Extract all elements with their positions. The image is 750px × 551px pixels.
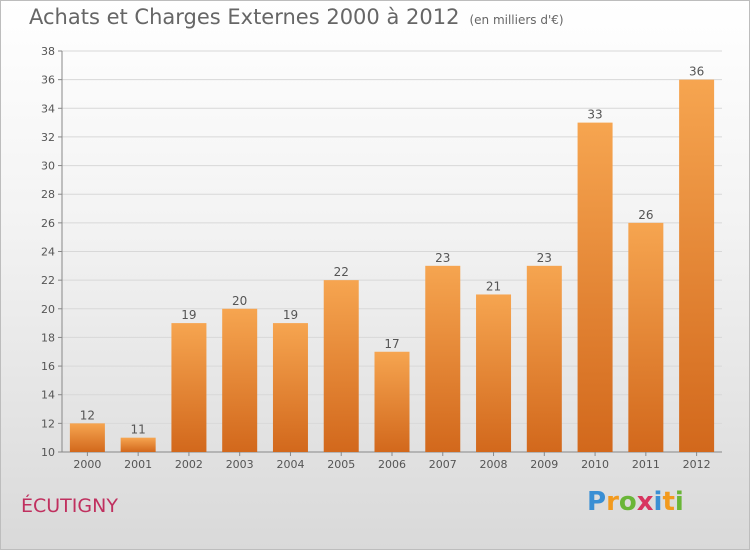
- title-subtitle: (en milliers d'€): [469, 13, 564, 27]
- bar-2009: [526, 265, 562, 452]
- bars: [69, 79, 715, 453]
- data-labels: 12 11 19 20 19 22 17 23 21 23 33 26 36: [80, 65, 705, 437]
- y-tick-label: 26: [41, 217, 55, 230]
- y-tick-label: 38: [41, 45, 55, 58]
- y-tick-label: 18: [41, 331, 55, 344]
- x-tick-label: 2003: [226, 458, 254, 471]
- data-label: 36: [689, 65, 704, 79]
- x-tick-label: 2008: [480, 458, 508, 471]
- y-tick-label: 36: [41, 74, 55, 87]
- data-label: 23: [435, 251, 450, 265]
- logo-letter: t: [662, 487, 675, 517]
- place-name: ÉCUTIGNY: [21, 495, 118, 517]
- data-label: 21: [486, 279, 501, 293]
- data-label: 26: [638, 208, 653, 222]
- data-label: 23: [537, 251, 552, 265]
- y-tick-label: 24: [41, 246, 55, 259]
- x-tick-label: 2005: [327, 458, 355, 471]
- x-tick-label: 2007: [429, 458, 457, 471]
- bar-2011: [628, 222, 664, 452]
- x-tick-label: 2012: [683, 458, 711, 471]
- bar-2006: [374, 351, 410, 452]
- data-label: 11: [131, 423, 146, 437]
- data-label: 33: [587, 108, 602, 122]
- logo-letter: P: [587, 487, 607, 517]
- y-tick-label: 10: [41, 446, 55, 459]
- y-tick-label: 34: [41, 102, 55, 115]
- bar-2003: [222, 308, 258, 452]
- logo-letter: r: [606, 487, 619, 517]
- y-tick-label: 30: [41, 160, 55, 173]
- proxiti-logo: Proxiti: [587, 487, 684, 517]
- x-tick-label: 2011: [632, 458, 660, 471]
- logo-letter: x: [636, 487, 654, 517]
- bar-2010: [577, 122, 613, 452]
- data-label: 12: [80, 408, 95, 422]
- bar-2004: [272, 323, 308, 452]
- y-tick-label: 20: [41, 303, 55, 316]
- bar-2005: [323, 280, 359, 452]
- y-tick-label: 12: [41, 417, 55, 430]
- title-main: Achats et Charges Externes 2000 à 2012: [29, 5, 460, 29]
- x-tick-label: 2001: [124, 458, 152, 471]
- x-tick-label: 2009: [530, 458, 558, 471]
- x-tick-label: 2006: [378, 458, 406, 471]
- bar-2008: [476, 294, 512, 452]
- logo-letter: i: [653, 487, 663, 517]
- bar-2007: [425, 265, 461, 452]
- logo-letter: i: [674, 487, 684, 517]
- data-label: 19: [181, 308, 196, 322]
- logo-letter: o: [618, 487, 637, 517]
- bar-2000: [69, 423, 105, 452]
- y-tick-label: 22: [41, 274, 55, 287]
- data-label: 17: [384, 337, 399, 351]
- chart-title: Achats et Charges Externes 2000 à 2012 (e…: [29, 5, 564, 29]
- y-tick-label: 32: [41, 131, 55, 144]
- x-tick-label: 2004: [276, 458, 304, 471]
- bar-2002: [171, 323, 207, 452]
- data-label: 19: [283, 308, 298, 322]
- x-tick-label: 2010: [581, 458, 609, 471]
- data-label: 20: [232, 294, 247, 308]
- bar-2012: [679, 79, 715, 453]
- data-label: 22: [334, 265, 349, 279]
- bar-2001: [120, 437, 156, 452]
- y-tick-label: 28: [41, 188, 55, 201]
- x-tick-label: 2000: [73, 458, 101, 471]
- y-tick-label: 14: [41, 389, 55, 402]
- x-tick-label: 2002: [175, 458, 203, 471]
- y-tick-label: 16: [41, 360, 55, 373]
